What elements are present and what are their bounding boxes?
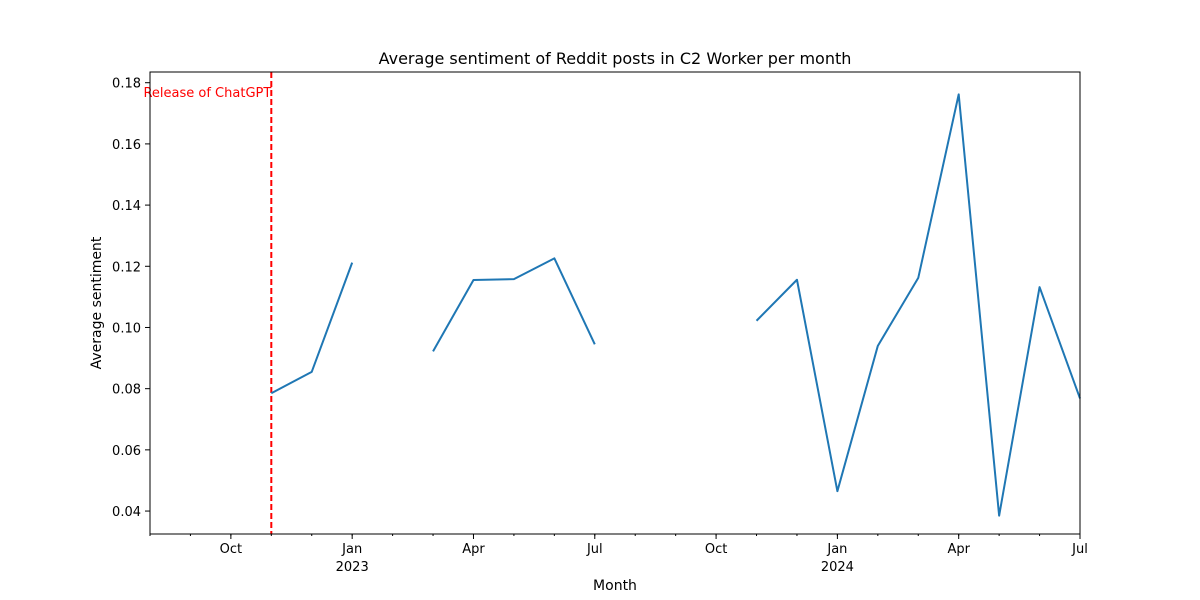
data-point <box>310 370 314 374</box>
x-tick-label: Oct <box>220 542 242 557</box>
data-point <box>957 92 961 96</box>
y-tick-label: 0.06 <box>112 444 141 459</box>
y-tick-label: 0.14 <box>112 199 141 214</box>
y-tick-label: 0.16 <box>112 138 141 153</box>
data-point <box>350 261 354 265</box>
y-tick-label: 0.04 <box>112 505 141 520</box>
y-axis-title: Average sentiment <box>89 236 105 369</box>
x-tick-label: Apr <box>462 542 485 557</box>
data-point <box>593 342 597 346</box>
y-tick-label: 0.18 <box>112 77 141 92</box>
data-point <box>512 277 516 281</box>
sentiment-series <box>270 93 1081 517</box>
x-tick-label: Oct <box>705 542 727 557</box>
y-tick-label: 0.10 <box>112 321 141 336</box>
x-tick-label: Jan <box>341 542 362 557</box>
y-tick-label: 0.12 <box>112 260 141 275</box>
x-tick-label: Jul <box>1071 542 1088 557</box>
data-point <box>755 319 759 323</box>
plot-frame <box>149 71 1081 535</box>
sentiment-points <box>269 92 1082 517</box>
chatgpt-release-annotation: Release of ChatGPT <box>143 72 273 534</box>
x-axis-title: Month <box>593 578 637 594</box>
release-marker-label: Release of ChatGPT <box>143 86 271 101</box>
axis-ticks: Oct Jan 2023 Apr Jul Oct Jan 2024 Apr Jul 0.04 0.06… <box>112 77 1088 575</box>
data-point <box>795 278 799 282</box>
x-year-label: 2024 <box>821 560 854 575</box>
series-line-segment <box>270 262 354 395</box>
chart-title: Average sentiment of Reddit posts in C2 … <box>379 49 852 68</box>
data-point <box>835 489 839 493</box>
data-point <box>269 391 273 395</box>
data-point <box>552 256 556 260</box>
data-point <box>876 344 880 348</box>
data-point <box>916 276 920 280</box>
data-point <box>1038 285 1042 289</box>
data-point <box>997 514 1001 518</box>
x-tick-label: Apr <box>947 542 970 557</box>
data-point <box>431 349 435 353</box>
x-tick-label: Jan <box>826 542 847 557</box>
y-tick-label: 0.08 <box>112 383 141 398</box>
x-year-label: 2023 <box>336 560 369 575</box>
x-tick-label: Jul <box>586 542 603 557</box>
series-line-segment <box>755 93 1081 517</box>
series-line-segment <box>432 257 596 352</box>
data-point <box>471 278 475 282</box>
